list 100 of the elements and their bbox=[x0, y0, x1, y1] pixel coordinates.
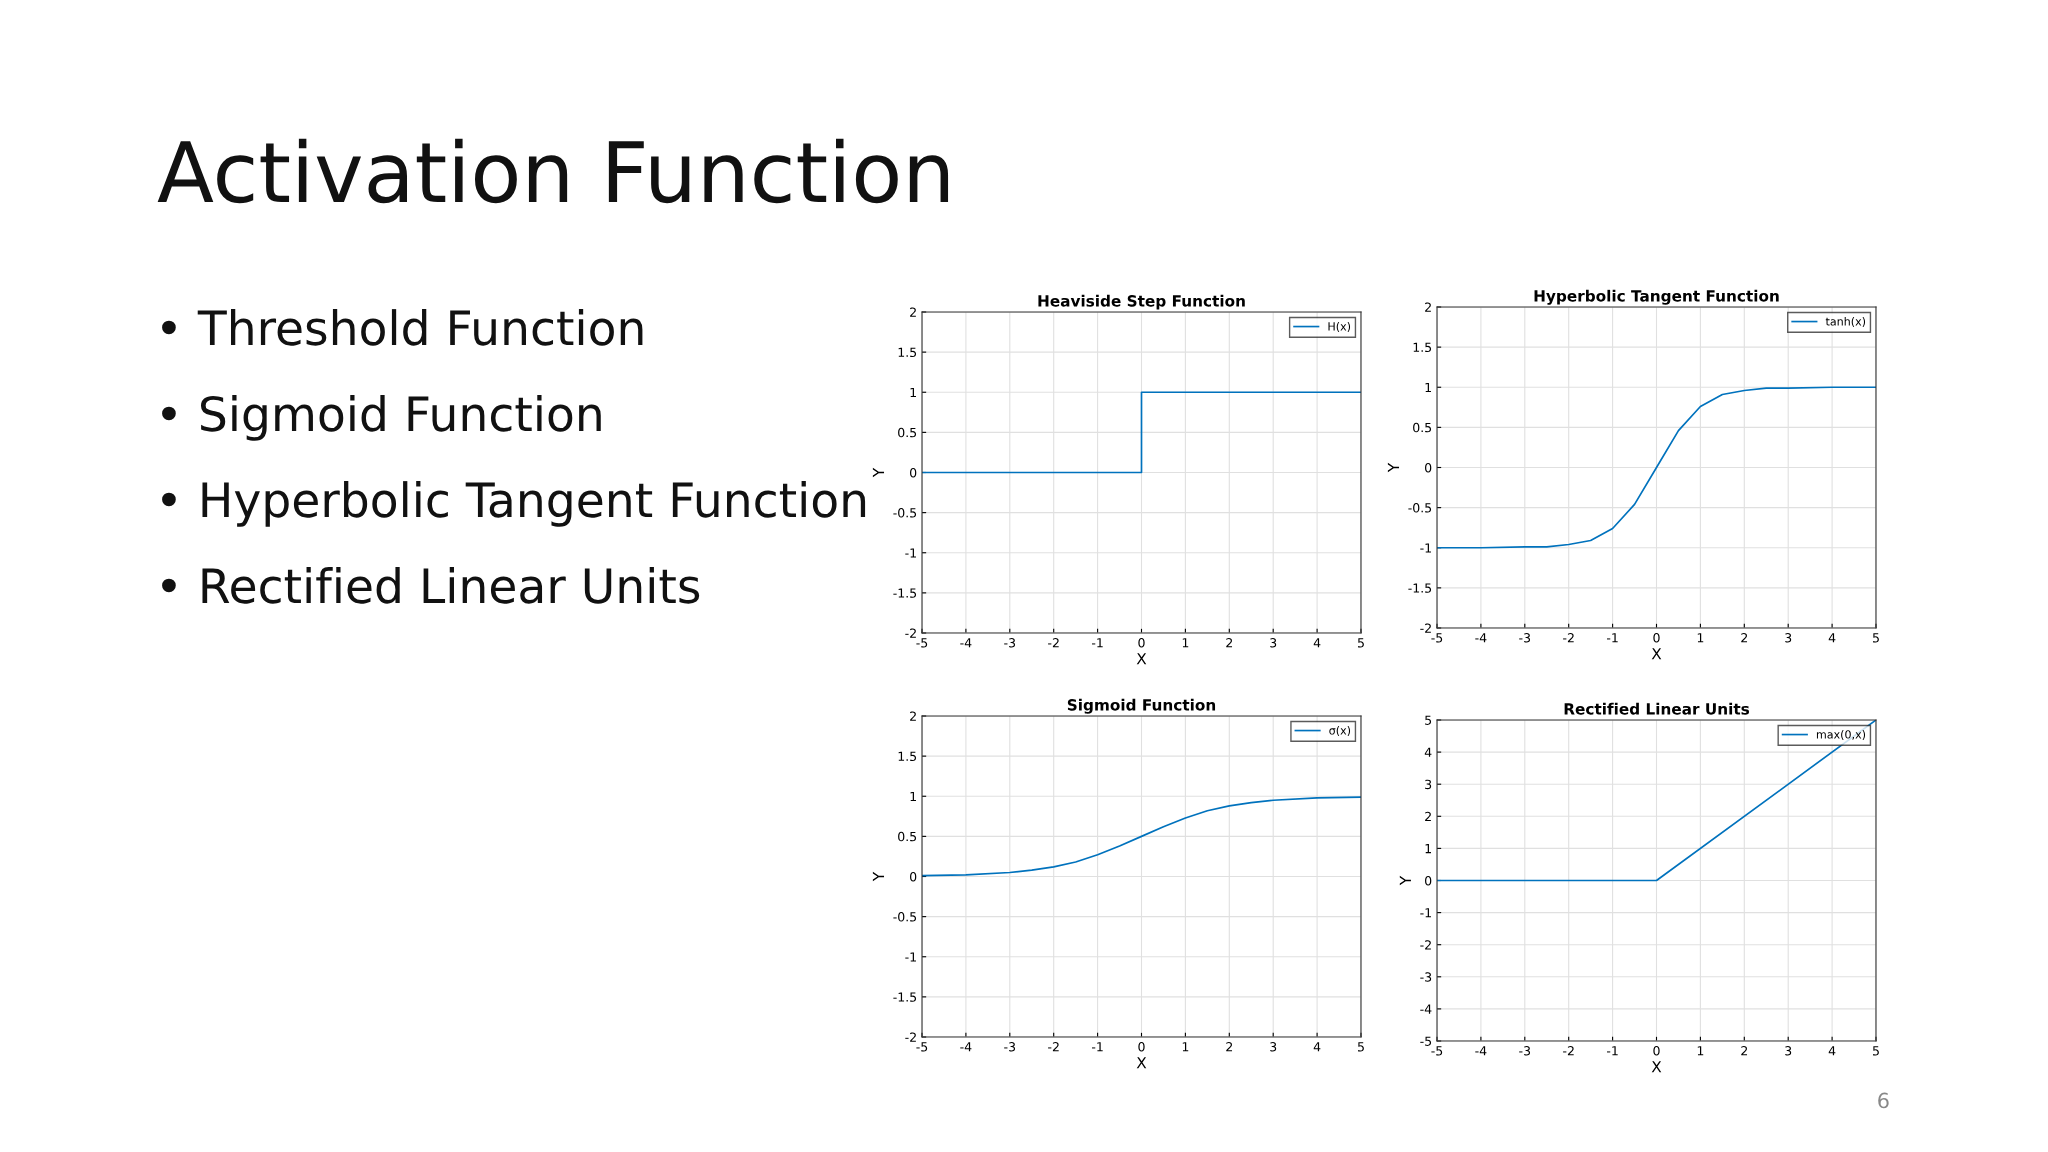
y-tick-label: -1.5 bbox=[893, 588, 917, 598]
y-tick-label: -1 bbox=[1420, 908, 1431, 918]
line-series bbox=[922, 796, 1361, 877]
x-tick-label: 3 bbox=[1270, 1042, 1277, 1052]
legend-label: max(0,x) bbox=[1816, 730, 1866, 740]
x-axis-title: X bbox=[1651, 1061, 1662, 1073]
y-tick-label: -1.5 bbox=[1408, 583, 1432, 593]
y-tick-label: 2 bbox=[910, 711, 916, 721]
y-tick-label: 0.5 bbox=[898, 831, 917, 842]
x-tick-label: -4 bbox=[1475, 1046, 1487, 1056]
y-tick-label: -2 bbox=[1420, 940, 1431, 950]
y-axis-title: Y bbox=[872, 871, 885, 882]
y-tick-label: -1.5 bbox=[893, 992, 917, 1002]
x-tick-label: 1 bbox=[1697, 1046, 1704, 1056]
x-tick-label: 0 bbox=[1138, 638, 1145, 648]
x-tick-label: 0 bbox=[1138, 1042, 1145, 1052]
x-tick-label: 0 bbox=[1653, 633, 1660, 643]
y-axis-title: Y bbox=[872, 467, 885, 478]
legend-label: H(x) bbox=[1328, 322, 1351, 332]
x-axis-title: X bbox=[1136, 1057, 1147, 1069]
x-tick-label: -4 bbox=[1475, 633, 1487, 643]
y-tick-label: 1 bbox=[910, 387, 916, 397]
y-tick-label: -0.5 bbox=[893, 912, 917, 922]
x-tick-label: 4 bbox=[1313, 1042, 1321, 1052]
x-tick-label: -3 bbox=[1519, 1046, 1531, 1056]
x-tick-label: -3 bbox=[1004, 1042, 1016, 1052]
chart-title: Hyperbolic Tangent Function bbox=[1534, 289, 1779, 305]
x-tick-label: 5 bbox=[1872, 633, 1879, 643]
x-tick-label: 4 bbox=[1313, 638, 1321, 648]
x-tick-label: -1 bbox=[1091, 638, 1103, 648]
line-series bbox=[1437, 386, 1876, 549]
y-tick-label: -3 bbox=[1420, 972, 1432, 982]
legend-label: tanh(x) bbox=[1825, 317, 1866, 327]
y-tick-label: 0 bbox=[1425, 462, 1432, 473]
x-tick-label: 2 bbox=[1741, 1046, 1748, 1056]
y-tick-label: 1 bbox=[910, 791, 916, 801]
legend-label: σ(x) bbox=[1329, 726, 1351, 736]
y-tick-label: 1 bbox=[1425, 382, 1431, 392]
y-tick-label: 1.5 bbox=[1413, 342, 1432, 353]
x-axis-title: X bbox=[1136, 653, 1147, 665]
y-tick-label: 4 bbox=[1424, 747, 1432, 757]
x-tick-label: 2 bbox=[1741, 633, 1748, 643]
chart-title: Rectified Linear Units bbox=[1564, 702, 1750, 715]
chart-title: Sigmoid Function bbox=[1067, 698, 1216, 714]
x-tick-label: 5 bbox=[1872, 1046, 1879, 1056]
y-tick-label: 5 bbox=[1425, 715, 1432, 725]
y-tick-label: -4 bbox=[1420, 1004, 1432, 1014]
x-tick-label: -2 bbox=[1563, 633, 1574, 643]
x-tick-label: -1 bbox=[1091, 1042, 1103, 1052]
x-tick-label: 1 bbox=[1182, 1042, 1189, 1052]
y-tick-label: 2 bbox=[1425, 302, 1431, 312]
x-tick-label: -2 bbox=[1048, 638, 1059, 648]
x-tick-label: -2 bbox=[1563, 1046, 1574, 1056]
y-axis-title: Y bbox=[1399, 875, 1411, 886]
y-tick-label: -2 bbox=[1420, 623, 1431, 633]
x-tick-label: -2 bbox=[1048, 1042, 1059, 1052]
y-tick-label: 1.5 bbox=[898, 347, 917, 358]
x-tick-label: 4 bbox=[1828, 1046, 1836, 1056]
y-tick-label: 1.5 bbox=[898, 751, 917, 762]
x-tick-label: 0 bbox=[1653, 1046, 1660, 1056]
x-tick-label: 1 bbox=[1697, 633, 1704, 643]
y-axis-title: Y bbox=[1387, 462, 1400, 473]
x-tick-label: -4 bbox=[960, 638, 972, 648]
y-tick-label: -0.5 bbox=[893, 508, 917, 518]
y-tick-label: 0 bbox=[910, 467, 917, 478]
y-tick-label: 2 bbox=[910, 307, 916, 317]
y-tick-label: 2 bbox=[1425, 811, 1431, 822]
y-tick-label: 3 bbox=[1425, 779, 1432, 790]
x-tick-label: 3 bbox=[1785, 633, 1792, 643]
x-tick-label: 1 bbox=[1182, 638, 1189, 648]
y-tick-label: 0.5 bbox=[898, 427, 917, 438]
text: • Threshold Function bbox=[162, 309, 643, 346]
x-tick-label: 5 bbox=[1357, 1042, 1364, 1052]
x-tick-label: -3 bbox=[1004, 638, 1016, 648]
y-tick-label: 0.5 bbox=[1413, 422, 1432, 433]
x-axis-title: X bbox=[1651, 648, 1662, 660]
text: 6 bbox=[1878, 1092, 1889, 1109]
y-tick-label: -1 bbox=[1420, 543, 1431, 553]
x-tick-label: 3 bbox=[1270, 638, 1277, 648]
y-tick-label: -1 bbox=[905, 548, 916, 558]
y-tick-label: -2 bbox=[905, 1032, 916, 1042]
text: • Rectified Linear Units bbox=[162, 567, 700, 604]
x-tick-label: 5 bbox=[1357, 638, 1364, 648]
x-tick-label: 3 bbox=[1785, 1046, 1792, 1056]
chart-title: Heaviside Step Function bbox=[1038, 294, 1245, 310]
x-tick-label: -1 bbox=[1606, 1046, 1618, 1056]
x-tick-label: -4 bbox=[960, 1042, 972, 1052]
x-tick-label: 4 bbox=[1828, 633, 1836, 643]
x-tick-label: 2 bbox=[1226, 1042, 1233, 1052]
x-tick-label: -1 bbox=[1606, 633, 1618, 643]
y-tick-label: -0.5 bbox=[1408, 503, 1432, 513]
text: • Hyperbolic Tangent Function bbox=[162, 481, 866, 527]
y-tick-label: 0 bbox=[910, 871, 917, 882]
x-tick-label: 2 bbox=[1226, 638, 1233, 648]
text: • Sigmoid Function bbox=[162, 395, 601, 441]
text: Activation Function bbox=[157, 138, 949, 204]
x-tick-label: -3 bbox=[1519, 633, 1531, 643]
y-tick-label: 0 bbox=[1425, 875, 1432, 886]
y-tick-label: 1 bbox=[1425, 844, 1431, 854]
y-tick-label: -1 bbox=[905, 952, 916, 962]
